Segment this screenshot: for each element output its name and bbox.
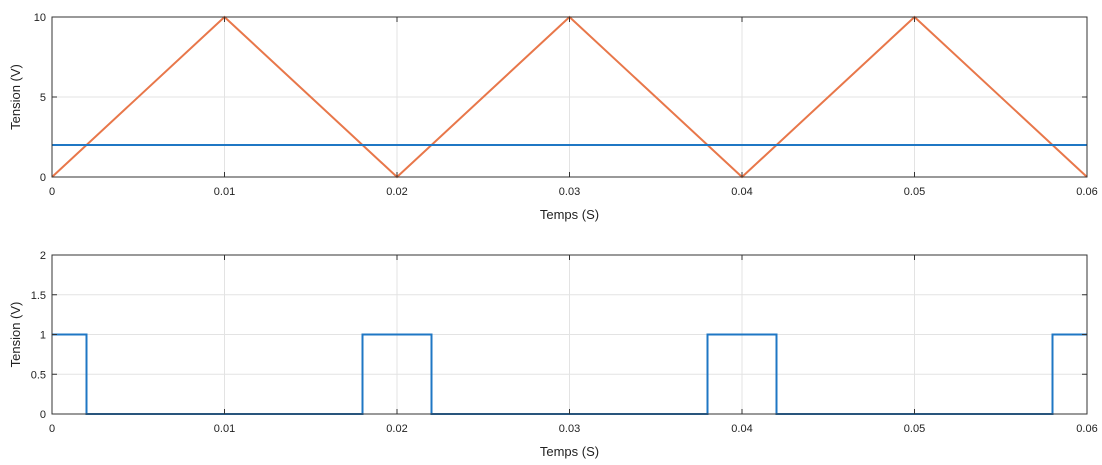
bottom-y-tick-label: 1.5 (31, 290, 46, 302)
bottom-y-tick-label: 0 (40, 409, 46, 421)
top-x-tick-label: 0.06 (1076, 186, 1097, 198)
top-ticks: 0 0.01 0.02 0.03 0.04 0.05 0.06 0 5 10 (34, 12, 1098, 198)
top-x-tick-label: 0 (49, 186, 55, 198)
bottom-x-tick-label: 0.03 (559, 423, 580, 435)
bottom-y-axis-label: Tension (V) (8, 302, 23, 368)
bottom-axes-box (51, 254, 1088, 415)
bottom-y-tick-label: 2 (40, 250, 46, 262)
bottom-x-tick-label: 0.01 (214, 423, 235, 435)
top-y-tick-label: 10 (34, 12, 46, 24)
top-y-tick-label: 0 (40, 172, 46, 184)
top-x-tick-label: 0.01 (214, 186, 235, 198)
bottom-panel: 0 0.01 0.02 0.03 0.04 0.05 0.06 0 0.5 1 1.5 2 Temps… (8, 250, 1098, 459)
bottom-ticks: 0 0.01 0.02 0.03 0.04 0.05 0.06 0 0.5 1 1.5 2 (31, 250, 1098, 435)
bottom-x-tick-label: 0.02 (386, 423, 407, 435)
top-y-axis-label: Tension (V) (8, 64, 23, 130)
bottom-x-axis-label: Temps (S) (540, 444, 599, 459)
top-x-tick-label: 0.05 (904, 186, 925, 198)
top-x-tick-label: 0.02 (386, 186, 407, 198)
bottom-x-tick-label: 0 (49, 423, 55, 435)
bottom-y-tick-label: 0.5 (31, 369, 46, 381)
bottom-y-tick-label: 1 (40, 330, 46, 342)
top-x-tick-label: 0.03 (559, 186, 580, 198)
bottom-x-tick-label: 0.05 (904, 423, 925, 435)
top-axes-box (51, 16, 1088, 178)
top-y-tick-label: 5 (40, 92, 46, 104)
top-x-tick-label: 0.04 (731, 186, 752, 198)
top-x-axis-label: Temps (S) (540, 207, 599, 222)
bottom-x-tick-label: 0.06 (1076, 423, 1097, 435)
bottom-x-tick-label: 0.04 (731, 423, 752, 435)
